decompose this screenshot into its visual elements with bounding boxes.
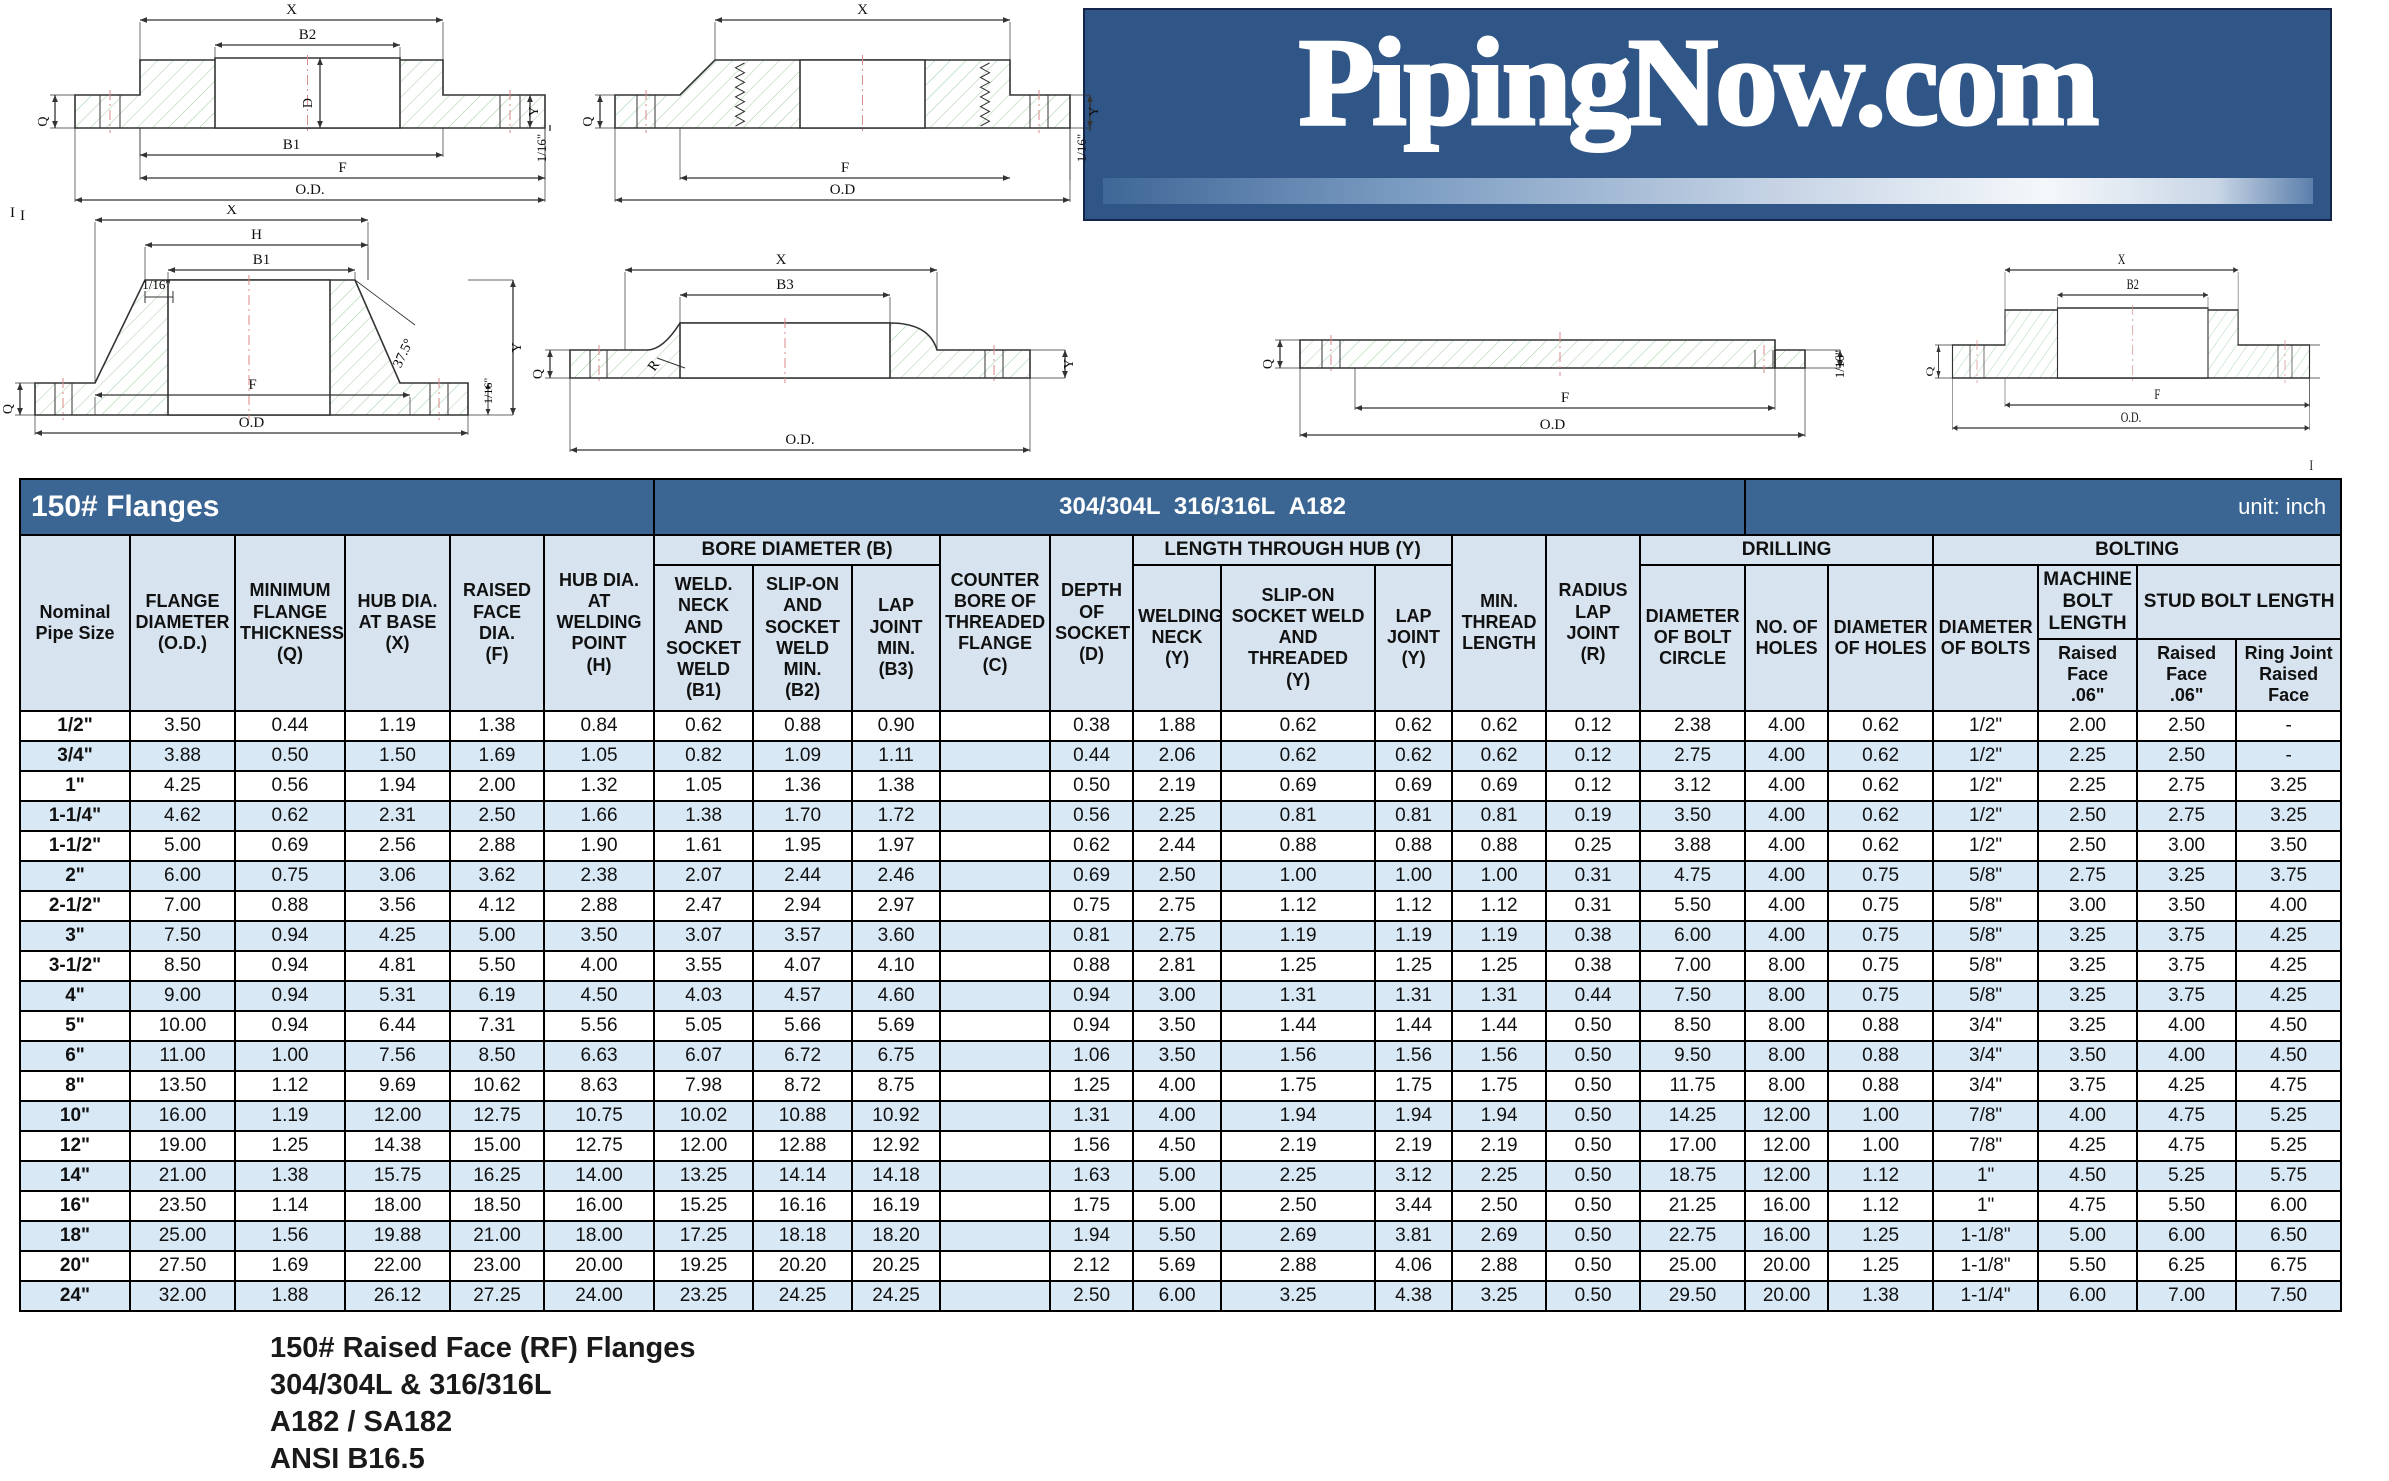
svg-text:H: H bbox=[251, 227, 262, 243]
svg-text:Y: Y bbox=[1062, 359, 1077, 369]
svg-text:O.D.: O.D. bbox=[2121, 408, 2141, 425]
svg-text:X: X bbox=[857, 2, 868, 18]
svg-text:Q: Q bbox=[581, 117, 596, 127]
svg-text:O.D.: O.D. bbox=[785, 432, 814, 448]
svg-text:1/16": 1/16" bbox=[481, 378, 495, 404]
svg-text:O.D: O.D bbox=[830, 182, 856, 198]
svg-text:1/16": 1/16" bbox=[142, 277, 170, 292]
svg-text:B2: B2 bbox=[2127, 275, 2139, 292]
svg-text:Q: Q bbox=[1261, 359, 1276, 369]
svg-text:O.D: O.D bbox=[239, 415, 265, 431]
svg-text:B3: B3 bbox=[776, 277, 794, 293]
svg-text:1/16": 1/16" bbox=[1074, 134, 1089, 162]
svg-text:O.D.: O.D. bbox=[295, 182, 324, 198]
svg-text:F: F bbox=[248, 377, 256, 393]
svg-text:1/16": 1/16" bbox=[534, 134, 549, 162]
svg-text:D: D bbox=[301, 98, 316, 108]
svg-text:F: F bbox=[1561, 390, 1569, 406]
svg-text:I: I bbox=[2310, 456, 2313, 473]
svg-text:O.D: O.D bbox=[1540, 417, 1566, 433]
svg-text:F: F bbox=[338, 160, 346, 176]
svg-text:Q: Q bbox=[1924, 366, 1935, 376]
svg-text:X: X bbox=[286, 2, 297, 18]
svg-text:X: X bbox=[776, 252, 787, 268]
svg-text:I: I bbox=[10, 205, 15, 221]
svg-text:B2: B2 bbox=[299, 27, 317, 43]
svg-text:Y: Y bbox=[527, 106, 542, 116]
svg-text:Q: Q bbox=[36, 117, 51, 127]
svg-text:B1: B1 bbox=[283, 137, 301, 153]
svg-text:F: F bbox=[2154, 385, 2160, 402]
svg-text:1/16": 1/16" bbox=[1832, 350, 1847, 378]
svg-text:Q: Q bbox=[531, 369, 546, 379]
svg-text:37.5°: 37.5° bbox=[391, 337, 417, 371]
svg-text:Y: Y bbox=[1087, 106, 1100, 116]
svg-text:F: F bbox=[841, 160, 849, 176]
svg-text:B1: B1 bbox=[253, 252, 271, 268]
svg-text:X: X bbox=[226, 205, 237, 218]
svg-text:Q: Q bbox=[1, 404, 16, 414]
svg-text:X: X bbox=[2118, 250, 2126, 267]
